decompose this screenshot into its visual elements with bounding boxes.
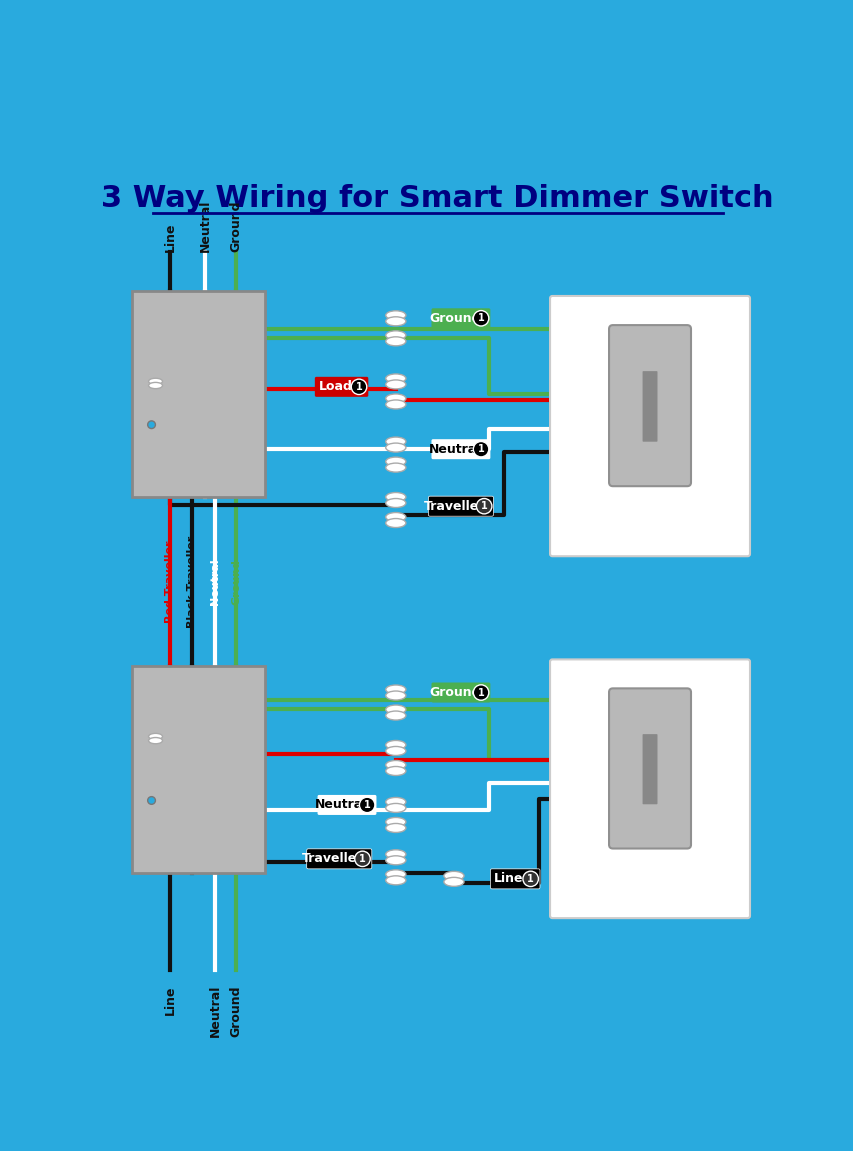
Text: 1: 1 (526, 874, 533, 884)
FancyBboxPatch shape (306, 848, 371, 869)
Ellipse shape (386, 311, 405, 320)
Ellipse shape (386, 870, 405, 879)
Ellipse shape (386, 798, 405, 807)
Bar (131, 290, 264, 497)
Ellipse shape (386, 767, 405, 776)
Circle shape (148, 421, 155, 428)
Ellipse shape (444, 871, 463, 881)
Text: Neutral: Neutral (208, 985, 222, 1037)
FancyBboxPatch shape (428, 496, 493, 516)
Ellipse shape (386, 437, 405, 447)
Text: Line: Line (164, 985, 177, 1015)
Ellipse shape (386, 706, 405, 714)
Text: Line: Line (494, 872, 523, 885)
Ellipse shape (386, 876, 405, 885)
Text: Red Traveller: Red Traveller (165, 540, 175, 623)
Ellipse shape (386, 803, 405, 813)
FancyBboxPatch shape (431, 308, 490, 328)
FancyBboxPatch shape (641, 734, 657, 805)
Ellipse shape (386, 463, 405, 472)
Text: Ground: Ground (229, 200, 242, 252)
Text: Load: Load (563, 403, 593, 416)
FancyBboxPatch shape (608, 325, 690, 486)
Ellipse shape (386, 817, 405, 826)
Ellipse shape (148, 382, 162, 389)
Ellipse shape (386, 512, 405, 521)
Ellipse shape (148, 379, 162, 384)
Ellipse shape (386, 823, 405, 832)
FancyBboxPatch shape (608, 688, 690, 848)
Circle shape (359, 798, 374, 813)
Ellipse shape (148, 733, 162, 740)
Text: Neutral: Neutral (428, 443, 480, 456)
Circle shape (522, 871, 537, 886)
Ellipse shape (386, 740, 405, 749)
Ellipse shape (386, 317, 405, 326)
Circle shape (476, 498, 491, 513)
FancyBboxPatch shape (490, 869, 539, 889)
FancyBboxPatch shape (431, 440, 490, 459)
Ellipse shape (386, 374, 405, 383)
Ellipse shape (386, 380, 405, 389)
Bar (131, 666, 264, 872)
Ellipse shape (386, 761, 405, 770)
FancyBboxPatch shape (431, 683, 490, 702)
Text: Neutral: Neutral (314, 799, 367, 811)
Text: Ground: Ground (229, 985, 242, 1037)
Ellipse shape (386, 685, 405, 694)
Text: 1: 1 (477, 444, 484, 455)
Text: Ground: Ground (231, 558, 241, 604)
Ellipse shape (386, 399, 405, 409)
Circle shape (473, 311, 488, 326)
Ellipse shape (386, 849, 405, 859)
Text: Load: Load (563, 769, 593, 783)
Text: 3 Way Wiring for Smart Dimmer Switch: 3 Way Wiring for Smart Dimmer Switch (102, 184, 773, 213)
Text: Neutral: Neutral (199, 200, 212, 252)
Ellipse shape (386, 691, 405, 700)
Ellipse shape (386, 493, 405, 502)
Circle shape (354, 851, 370, 867)
Circle shape (351, 379, 366, 395)
Ellipse shape (386, 457, 405, 466)
Ellipse shape (386, 394, 405, 403)
Circle shape (473, 685, 488, 700)
Ellipse shape (386, 443, 405, 452)
Ellipse shape (386, 330, 405, 340)
Text: 1: 1 (477, 687, 484, 698)
Text: Traveller: Traveller (302, 853, 363, 866)
Ellipse shape (444, 877, 463, 886)
Ellipse shape (386, 747, 405, 755)
Text: Neutral: Neutral (563, 418, 609, 432)
Ellipse shape (386, 519, 405, 527)
Text: 1: 1 (363, 800, 370, 810)
Ellipse shape (386, 498, 405, 508)
Text: Line: Line (563, 434, 589, 447)
Text: 1: 1 (355, 382, 362, 391)
Text: Load: Load (318, 380, 352, 394)
Text: Line: Line (164, 222, 177, 252)
Ellipse shape (386, 337, 405, 345)
FancyBboxPatch shape (317, 795, 376, 815)
Text: 1: 1 (480, 501, 487, 511)
Ellipse shape (386, 856, 405, 864)
Text: Ground: Ground (428, 686, 480, 699)
Ellipse shape (386, 711, 405, 721)
Text: 1: 1 (477, 313, 484, 323)
Text: 1: 1 (359, 854, 365, 864)
Text: Neutral: Neutral (210, 558, 220, 605)
Text: Ground: Ground (563, 754, 608, 767)
Text: Line: Line (563, 800, 589, 813)
Text: Neutral: Neutral (563, 785, 609, 798)
Ellipse shape (148, 738, 162, 744)
Text: Traveller: Traveller (424, 500, 485, 512)
FancyBboxPatch shape (549, 660, 749, 918)
Circle shape (148, 796, 155, 805)
FancyBboxPatch shape (315, 376, 368, 397)
Text: Ground: Ground (428, 312, 480, 325)
FancyBboxPatch shape (549, 296, 749, 556)
Text: Ground: Ground (563, 387, 608, 401)
FancyBboxPatch shape (641, 371, 657, 442)
Text: Black Traveller: Black Traveller (187, 535, 197, 627)
Circle shape (473, 442, 488, 457)
